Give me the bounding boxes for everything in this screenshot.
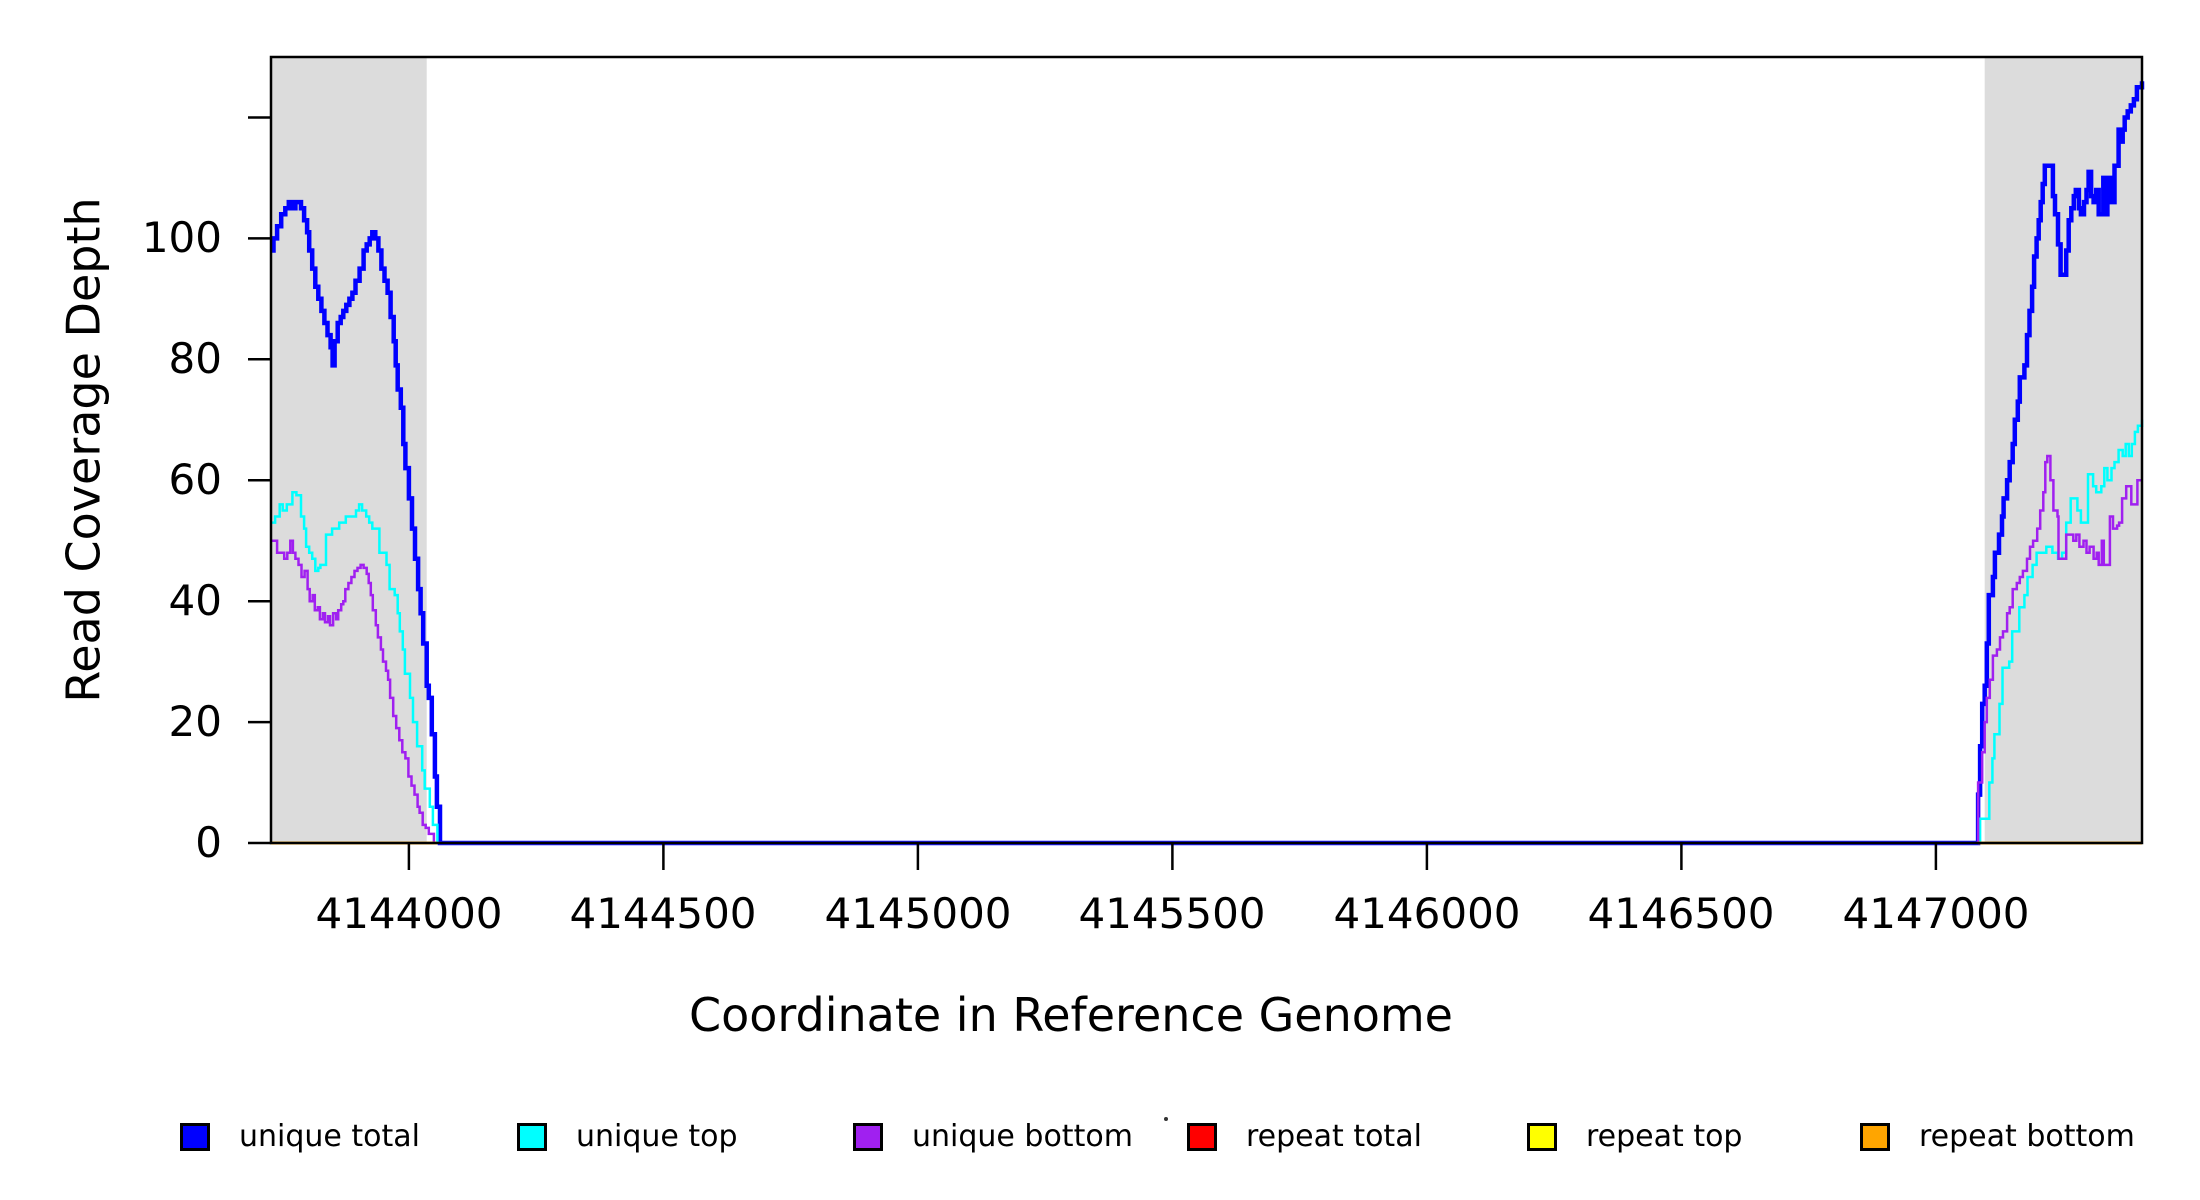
legend-item-repeat-bottom: repeat bottom (1860, 1120, 2135, 1154)
legend-label: repeat total (1246, 1119, 1422, 1154)
legend-label: repeat bottom (1919, 1119, 2135, 1154)
x-tick-label: 4147000 (1842, 889, 2030, 938)
x-axis-title: Coordinate in Reference Genome (689, 988, 1453, 1042)
legend-swatch-repeat-bottom (1860, 1123, 1890, 1151)
legend-item-repeat-total: repeat total (1187, 1120, 1422, 1154)
y-tick-label: 100 (141, 213, 222, 262)
stray-dot (1164, 1117, 1168, 1121)
legend-label: unique top (576, 1119, 738, 1154)
x-tick-label: 4144500 (569, 889, 757, 938)
x-tick-label: 4146500 (1587, 889, 1775, 938)
legend-item-unique-total: unique total (180, 1120, 420, 1154)
x-tick-label: 4145000 (824, 889, 1012, 938)
y-tick-label: 40 (168, 576, 222, 625)
legend-label: unique bottom (912, 1119, 1133, 1154)
y-tick-label: 20 (168, 697, 222, 746)
legend-item-repeat-top: repeat top (1527, 1120, 1742, 1154)
plot-border (269, 55, 2144, 845)
legend-swatch-unique-top (517, 1123, 547, 1151)
legend-swatch-repeat-total (1187, 1123, 1217, 1151)
y-axis-title-text: Read Coverage Depth (57, 197, 112, 703)
legend-swatch-unique-bottom (853, 1123, 883, 1151)
legend-swatch-repeat-top (1527, 1123, 1557, 1151)
legend-label: repeat top (1586, 1119, 1743, 1154)
series-line-unique-total (271, 81, 2145, 846)
x-tick-label: 4146000 (1333, 889, 1521, 938)
y-tick-label: 60 (168, 455, 222, 504)
legend-swatch-unique-total (180, 1123, 210, 1151)
y-tick-label: 80 (168, 334, 222, 383)
legend-item-unique-top: unique top (517, 1120, 738, 1154)
series-line-unique-bottom (271, 454, 2142, 845)
x-tick-label: 4144000 (315, 889, 503, 938)
series-line-unique-top (271, 419, 2144, 845)
legend-item-unique-bottom: unique bottom (853, 1120, 1133, 1154)
x-tick-label: 4145500 (1078, 889, 1266, 938)
shaded-repeat-region-left (271, 57, 427, 843)
y-tick-label: 0 (195, 818, 222, 867)
legend-label: unique total (239, 1119, 421, 1154)
